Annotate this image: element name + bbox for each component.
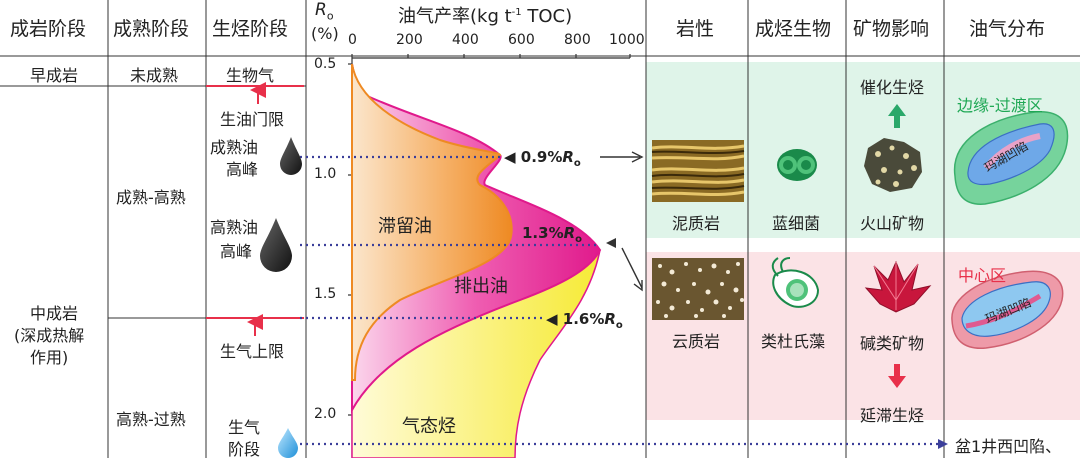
- ro13-r: R: [563, 224, 576, 242]
- gas-drop-icon: [278, 428, 298, 458]
- diagenesis-middle-2: (深成热解: [14, 326, 85, 345]
- header-lithology: 岩性: [676, 18, 715, 40]
- hc-mature-peak-1: 成熟油: [210, 138, 259, 157]
- label-retained-oil: 滞留油: [378, 216, 432, 237]
- header-organism: 成烃生物: [755, 18, 832, 40]
- min-catalysis: 催化生烃: [860, 78, 925, 97]
- ro09-value: ◀ 0.9%: [504, 148, 563, 166]
- delayed-arrow-icon: [888, 364, 906, 388]
- header-diagenesis: 成岩阶段: [10, 18, 87, 40]
- hc-oil-threshold: 生油门限: [220, 110, 285, 129]
- org-dunaliella: 类杜氏藻: [761, 332, 826, 351]
- label-gaseous-hc: 气态烃: [402, 416, 456, 437]
- yield-title: 油气产率(kg t: [398, 6, 512, 27]
- margin-lake-icon: [953, 111, 1069, 205]
- yield-sup: -1: [511, 7, 522, 18]
- label-ro-16: ◀ 1.6%Ro: [546, 310, 623, 331]
- header-yield: 油气产率(kg t-1 TOC): [398, 2, 572, 28]
- center-lake-icon: [951, 270, 1064, 349]
- arrow-head-mudstone: [631, 151, 644, 163]
- dolomite-image: [652, 258, 744, 320]
- ro-tick-20: 2.0: [314, 406, 337, 422]
- cyanobacteria-icon: [777, 149, 817, 181]
- hc-gas-stage-1: 生气: [228, 418, 261, 437]
- ro16-value: ◀ 1.6%: [546, 310, 605, 328]
- ro09-o: o: [573, 158, 581, 169]
- yield-tick-1000: 1000: [609, 32, 645, 48]
- yield-tick-800: 800: [564, 32, 591, 48]
- dist-pen1: 盆1井西凹陷、: [955, 437, 1062, 456]
- hc-gas-stage-2: 阶段: [228, 440, 261, 459]
- yield-tick-600: 600: [508, 32, 535, 48]
- header-distribution: 油气分布: [969, 18, 1046, 40]
- header-hydrocarbon: 生烃阶段: [212, 18, 289, 40]
- diagenesis-middle-3: 作用): [30, 348, 69, 367]
- retained-oil-area: [351, 63, 513, 381]
- mature-oil-drop-icon: [280, 137, 302, 175]
- hc-mature-peak-2: 高峰: [226, 160, 259, 179]
- header-mineral: 矿物影响: [853, 18, 930, 40]
- ro-tick-05: 0.5: [314, 56, 337, 72]
- diagenesis-early: 早成岩: [30, 66, 79, 85]
- header-ro: Ro: [315, 0, 334, 22]
- yield-tail: TOC): [521, 6, 573, 27]
- header-maturity: 成熟阶段: [113, 18, 190, 40]
- yield-axis-ticks: [351, 54, 631, 58]
- catalysis-arrow-icon: [888, 104, 906, 128]
- mudstone-image: [651, 140, 745, 202]
- dunaliella-algae-icon: [771, 257, 820, 308]
- arrow-to-dolomite: [621, 247, 643, 289]
- org-cyanobacteria: 蓝细菌: [772, 214, 821, 233]
- arrow-head-dolomite: [633, 280, 643, 292]
- header-ro-unit: (%): [311, 24, 339, 43]
- high-oil-drop-icon: [260, 218, 292, 272]
- diagenesis-middle-1: 中成岩: [30, 304, 79, 323]
- min-volcanic: 火山矿物: [860, 214, 925, 233]
- hc-high-peak-2: 高峰: [220, 242, 253, 261]
- ro-symbol: R: [315, 0, 327, 20]
- maturity-mature-high: 成熟-高熟: [116, 188, 186, 207]
- ro16-r: R: [604, 310, 616, 328]
- volcanic-mineral-icon: [864, 138, 922, 192]
- ro-indicator-lines: [300, 155, 940, 446]
- yield-tick-400: 400: [452, 32, 479, 48]
- label-ro-13: 1.3%Ro: [522, 224, 582, 245]
- dist-center: 中心区: [958, 266, 1007, 285]
- maturity-high-over: 高熟-过熟: [116, 410, 186, 429]
- maturity-immature: 未成熟: [130, 66, 179, 85]
- yield-tick-0: 0: [348, 32, 357, 48]
- alkali-mineral-icon: [864, 260, 932, 313]
- lith-dolomitic: 云质岩: [672, 332, 721, 351]
- ro-tick-15: 1.5: [314, 286, 337, 302]
- ro09-r: R: [562, 148, 574, 166]
- ro-tick-10: 1.0: [314, 166, 337, 182]
- yield-tick-200: 200: [396, 32, 423, 48]
- min-delayed: 延滞生烃: [860, 406, 925, 425]
- gas-arrow-head: [938, 439, 948, 449]
- hc-gas-limit: 生气上限: [220, 342, 285, 361]
- label-expelled-oil: 排出油: [454, 276, 508, 297]
- ro-subscript: o: [326, 9, 334, 23]
- hc-high-peak-1: 高熟油: [210, 218, 259, 237]
- lith-mudstone: 泥质岩: [672, 214, 721, 233]
- dist-margin: 边缘-过渡区: [957, 96, 1043, 115]
- ro13-value: 1.3%: [522, 224, 564, 242]
- ro16-o: o: [615, 320, 623, 331]
- ro13-o: o: [575, 234, 583, 245]
- label-ro-09: ◀ 0.9%Ro: [504, 148, 581, 169]
- hc-biogas: 生物气: [226, 66, 275, 85]
- min-alkali: 碱类矿物: [860, 334, 925, 353]
- ro13-pointer: [606, 238, 616, 248]
